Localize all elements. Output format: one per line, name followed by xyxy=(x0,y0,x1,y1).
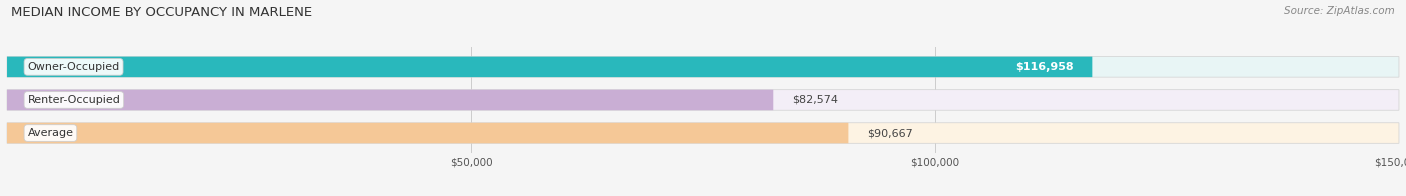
Text: Owner-Occupied: Owner-Occupied xyxy=(28,62,120,72)
Text: Renter-Occupied: Renter-Occupied xyxy=(28,95,121,105)
Text: $116,958: $116,958 xyxy=(1015,62,1074,72)
Text: MEDIAN INCOME BY OCCUPANCY IN MARLENE: MEDIAN INCOME BY OCCUPANCY IN MARLENE xyxy=(11,6,312,19)
FancyBboxPatch shape xyxy=(7,57,1092,77)
Text: $90,667: $90,667 xyxy=(868,128,912,138)
FancyBboxPatch shape xyxy=(7,90,773,110)
Text: $82,574: $82,574 xyxy=(792,95,838,105)
Text: Source: ZipAtlas.com: Source: ZipAtlas.com xyxy=(1284,6,1395,16)
FancyBboxPatch shape xyxy=(7,57,1399,77)
FancyBboxPatch shape xyxy=(7,90,1399,110)
FancyBboxPatch shape xyxy=(7,123,1399,143)
Text: Average: Average xyxy=(28,128,73,138)
FancyBboxPatch shape xyxy=(7,123,848,143)
